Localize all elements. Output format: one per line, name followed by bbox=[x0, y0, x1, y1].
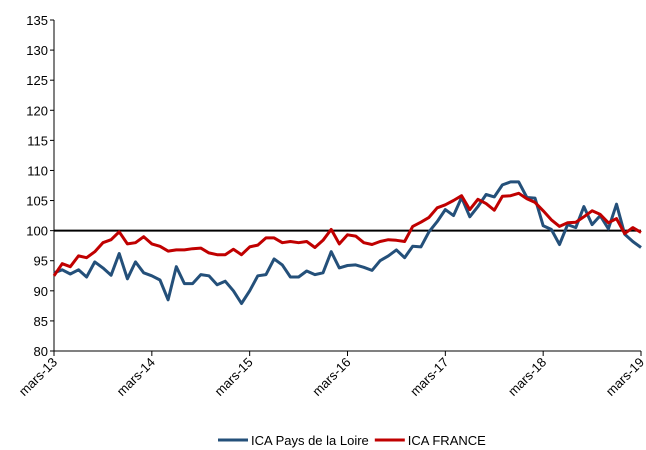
x-tick-label: mars-17 bbox=[407, 355, 451, 399]
y-tick-label: 120 bbox=[26, 103, 48, 118]
y-tick-label: 95 bbox=[34, 254, 48, 269]
y-tick-label: 115 bbox=[27, 133, 48, 148]
series-line bbox=[52, 191, 642, 277]
y-tick-label: 110 bbox=[27, 163, 48, 178]
y-tick-label: 105 bbox=[26, 194, 48, 209]
series-line bbox=[53, 180, 642, 305]
y-tick-label: 125 bbox=[26, 73, 48, 88]
y-tick-label: 85 bbox=[34, 314, 48, 329]
x-tick-label: mars-16 bbox=[309, 355, 353, 399]
x-tick-label: mars-13 bbox=[16, 355, 60, 399]
y-tick-label: 90 bbox=[34, 284, 48, 299]
y-tick-label: 130 bbox=[26, 43, 48, 58]
y-tick-label: 100 bbox=[26, 224, 48, 239]
y-tick-label: 135 bbox=[26, 13, 48, 28]
legend-label: ICA Pays de la Loire bbox=[251, 433, 369, 448]
x-tick-label: mars-19 bbox=[603, 355, 646, 399]
x-tick-label: mars-18 bbox=[505, 355, 549, 399]
x-tick-label: mars-14 bbox=[114, 355, 158, 399]
y-tick-label: 80 bbox=[34, 344, 48, 359]
x-tick-label: mars-15 bbox=[211, 355, 255, 399]
legend-label: ICA FRANCE bbox=[408, 433, 486, 448]
